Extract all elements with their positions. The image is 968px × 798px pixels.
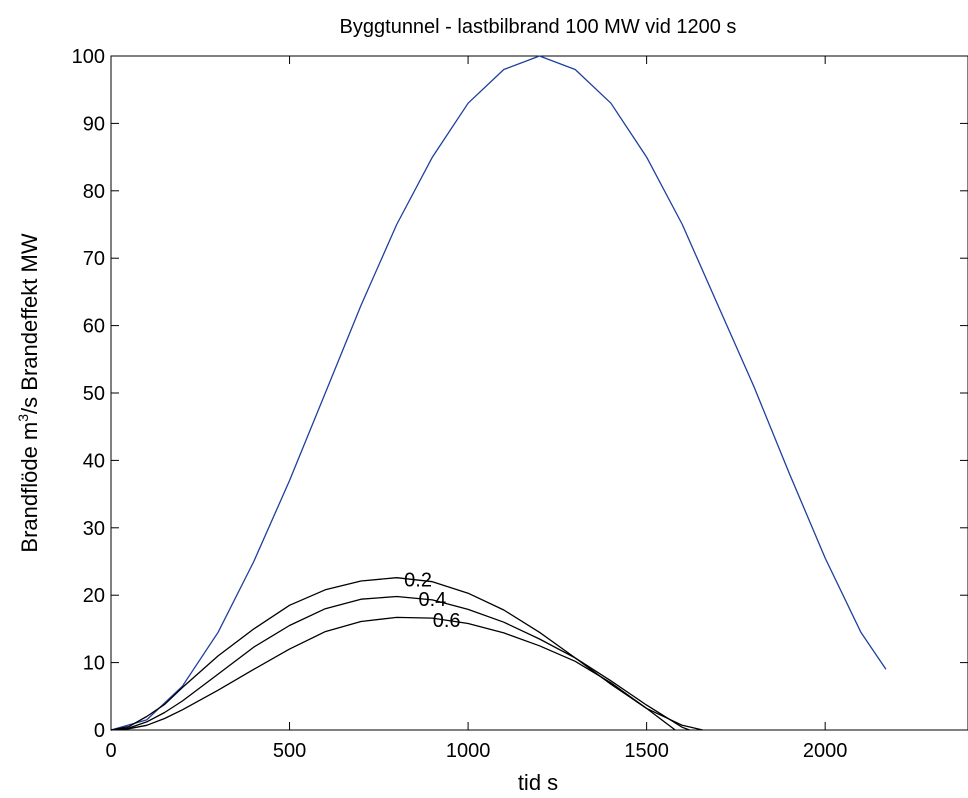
chart-title: Byggtunnel - lastbilbrand 100 MW vid 120… (340, 16, 737, 38)
x-axis-ticks: 0 500 1000 1500 2000 (105, 56, 847, 762)
y-tick-label: 0 (94, 720, 105, 742)
y-tick-label: 20 (83, 585, 105, 607)
x-tick-label: 0 (105, 740, 116, 762)
y-tick-label: 80 (83, 181, 105, 203)
series-line-0.6 (110, 616, 676, 731)
y-tick-label: 40 (83, 450, 105, 472)
curve-label: 0.4 (418, 589, 446, 611)
x-tick-label: 2000 (803, 740, 848, 762)
x-tick-label: 500 (273, 740, 306, 762)
x-tick-label: 1000 (446, 740, 491, 762)
y-tick-label: 60 (83, 316, 105, 338)
y-tick-label: 70 (83, 248, 105, 270)
y-tick-label: 30 (83, 518, 105, 540)
y-tick-label: 90 (83, 113, 105, 135)
plot-area-frame (110, 55, 968, 731)
y-tick-label: 10 (83, 653, 105, 675)
y-axis-ticks: 0 10 20 30 40 50 60 70 80 90 100 (72, 46, 968, 742)
x-tick-label: 1500 (624, 740, 669, 762)
y-axis-label-superscript: 3 (15, 414, 31, 422)
series-layer (110, 55, 887, 731)
y-axis-label: Brandflöde m3/s Brandeffekt MW (15, 233, 42, 552)
y-tick-label: 100 (72, 46, 105, 68)
curve-label-layer: 0.20.40.6 (404, 569, 460, 631)
series-line-0.2 (110, 577, 703, 731)
series-line-0.4 (110, 595, 690, 731)
curve-label: 0.6 (433, 610, 461, 632)
series-line-brandeffekt (110, 55, 887, 731)
y-axis-label-part2: /s Brandeffekt MW (17, 233, 42, 414)
x-axis-label: tid s (518, 770, 558, 795)
curve-label: 0.2 (404, 569, 432, 591)
y-tick-label: 50 (83, 383, 105, 405)
y-axis-label-part1: Brandflöde m (17, 422, 42, 553)
